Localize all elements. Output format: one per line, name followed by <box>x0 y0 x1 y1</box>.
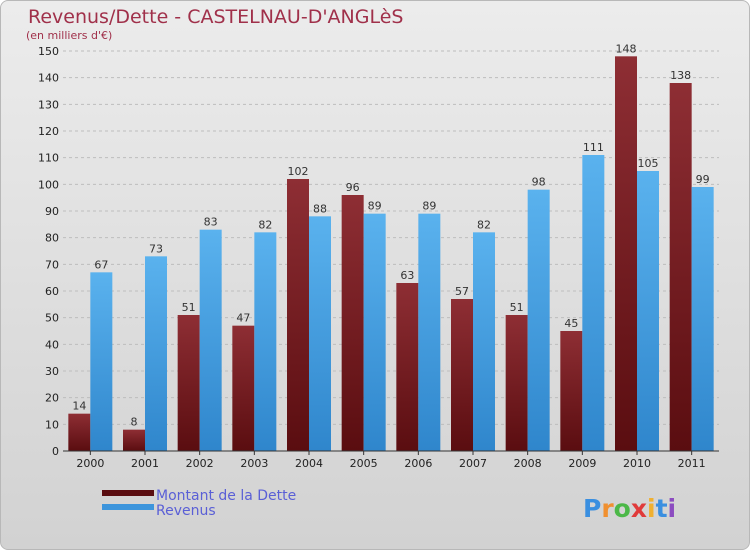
bar-revenus <box>691 187 714 451</box>
data-label: 111 <box>583 141 604 154</box>
y-tick-label: 150 <box>38 45 59 58</box>
x-tick-label: 2006 <box>404 457 432 470</box>
bar-revenus <box>199 229 222 451</box>
legend-swatch-debt <box>102 490 154 496</box>
bar-debt <box>505 315 528 451</box>
data-label: 8 <box>131 416 138 429</box>
data-label: 98 <box>532 176 546 189</box>
x-tick-label: 2011 <box>678 457 706 470</box>
value-labels: 14 67 8 73 51 83 47 82 102 88 96 89 63 89 57 82 51 98 45 11… <box>72 42 709 428</box>
bar-debt <box>341 195 364 451</box>
data-label: 105 <box>638 157 659 170</box>
data-label: 63 <box>400 269 414 282</box>
data-label: 45 <box>564 317 578 330</box>
y-tick-label: 120 <box>38 125 59 138</box>
x-tick-label: 2007 <box>459 457 487 470</box>
y-tick-label: 20 <box>45 392 59 405</box>
data-label: 89 <box>422 200 436 213</box>
data-label: 82 <box>477 218 491 231</box>
data-label: 82 <box>258 218 272 231</box>
legend-label-revenus: Revenus <box>156 503 216 519</box>
bar-debt <box>560 331 583 451</box>
y-tick-label: 50 <box>45 312 59 325</box>
y-axis-ticks: 0 10 20 30 40 50 60 70 80 90 100 110 120 130 140 150 <box>38 45 59 458</box>
x-tick-label: 2009 <box>568 457 596 470</box>
x-tick-label: 2008 <box>514 457 542 470</box>
bar-debt <box>177 315 200 451</box>
y-tick-label: 80 <box>45 232 59 245</box>
bar-revenus <box>473 232 495 451</box>
bar-debt <box>451 299 473 451</box>
bar-debt <box>396 283 419 451</box>
data-label: 102 <box>288 165 309 178</box>
x-tick-label: 2004 <box>295 457 323 470</box>
y-tick-label: 30 <box>45 365 59 378</box>
data-label: 51 <box>182 301 196 314</box>
chart-title: Revenus/Dette - CASTELNAU-D'ANGLèS <box>28 6 403 28</box>
bar-revenus <box>254 232 277 451</box>
bar-revenus <box>637 171 659 451</box>
bar-debt <box>232 325 255 451</box>
bar-revenus <box>309 216 331 451</box>
y-tick-label: 100 <box>38 178 59 191</box>
y-tick-label: 130 <box>38 98 59 111</box>
proxiti-logo: Proxiti <box>583 494 676 523</box>
x-tick-label: 2002 <box>186 457 214 470</box>
data-label: 138 <box>670 69 691 82</box>
bar-debt <box>669 83 692 451</box>
y-tick-label: 40 <box>45 338 59 351</box>
y-tick-label: 70 <box>45 258 59 271</box>
data-label: 57 <box>455 285 469 298</box>
svg-text:Proxiti: Proxiti <box>583 494 676 523</box>
chart-subtitle: (en milliers d'€) <box>26 29 112 42</box>
bar-revenus <box>418 213 441 451</box>
data-label: 96 <box>346 181 360 194</box>
bar-debt <box>615 56 637 451</box>
data-label: 47 <box>236 312 250 325</box>
y-tick-label: 60 <box>45 285 59 298</box>
bar-revenus <box>363 213 386 451</box>
bars <box>68 56 714 451</box>
y-tick-label: 10 <box>45 418 59 431</box>
data-label: 51 <box>510 301 524 314</box>
data-label: 88 <box>313 202 327 215</box>
y-tick-label: 140 <box>38 72 59 85</box>
legend: Montant de la Dette Revenus <box>102 488 296 519</box>
legend-label-debt: Montant de la Dette <box>156 488 296 504</box>
data-label: 14 <box>72 400 86 413</box>
x-tick-label: 2001 <box>131 457 159 470</box>
x-axis-ticks: 2000 2001 2002 2003 2004 2005 2006 2007 2008 2009… <box>76 451 706 470</box>
data-label: 89 <box>368 200 382 213</box>
legend-swatch-revenus <box>102 504 154 510</box>
y-tick-label: 0 <box>52 445 59 458</box>
data-label: 73 <box>149 242 163 255</box>
bar-debt <box>287 179 309 451</box>
x-tick-label: 2010 <box>623 457 651 470</box>
grid <box>63 50 719 425</box>
y-tick-label: 90 <box>45 205 59 218</box>
x-tick-label: 2005 <box>350 457 378 470</box>
x-tick-label: 2000 <box>76 457 104 470</box>
bar-debt <box>68 413 91 451</box>
data-label: 67 <box>94 258 108 271</box>
bar-revenus <box>582 155 605 451</box>
bar-debt <box>123 429 145 451</box>
bar-revenus <box>90 272 113 451</box>
x-tick-label: 2003 <box>240 457 268 470</box>
data-label: 148 <box>616 42 637 55</box>
data-label: 83 <box>204 216 218 229</box>
bar-revenus <box>145 256 167 451</box>
y-tick-label: 110 <box>38 152 59 165</box>
bar-revenus <box>527 189 550 451</box>
data-label: 99 <box>696 173 710 186</box>
